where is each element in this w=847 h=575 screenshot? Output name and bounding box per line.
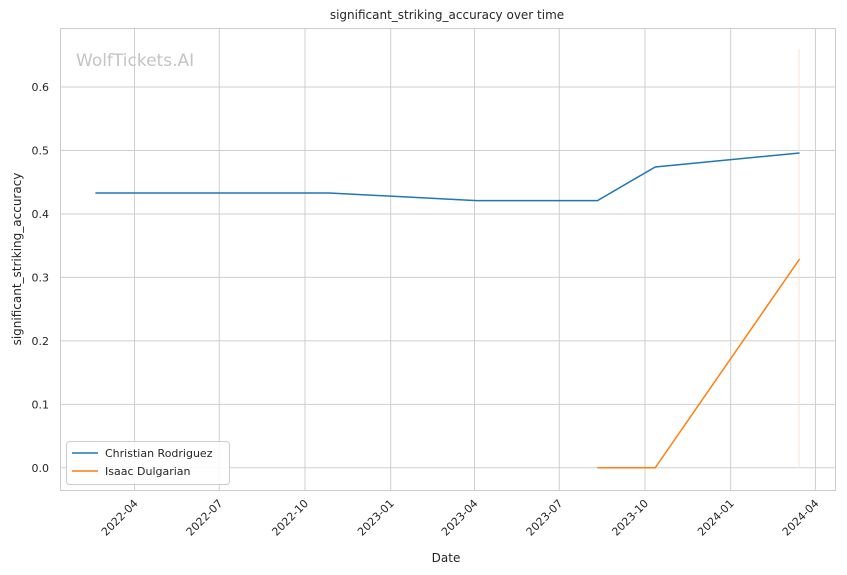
x-axis-label: Date	[432, 551, 461, 565]
x-tick-label: 2023-04	[439, 497, 481, 539]
watermark: WolfTickets.AI	[76, 51, 194, 71]
legend: Christian Rodriguez Isaac Dulgarian	[66, 441, 230, 485]
y-axis-label: significant_striking_accuracy	[10, 173, 24, 346]
x-tick-label: 2022-07	[184, 497, 226, 539]
y-tick-label: 0.3	[32, 271, 50, 284]
x-tick-label: 2023-07	[524, 497, 566, 539]
chart-title: significant_striking_accuracy over time	[330, 8, 564, 22]
y-tick-label: 0.6	[32, 81, 50, 94]
legend-label: Christian Rodriguez	[105, 447, 213, 460]
y-tick-label: 0.0	[32, 462, 50, 475]
series-line-1	[597, 258, 801, 469]
y-tick-label: 0.5	[32, 144, 50, 157]
x-tick-label: 2022-04	[99, 497, 141, 539]
x-tick-label: 2024-04	[780, 497, 822, 539]
y-tick-label: 0.4	[32, 208, 50, 221]
plot-frame	[60, 28, 836, 491]
y-tick-label: 0.2	[32, 335, 50, 348]
x-tick-label: 2023-10	[609, 497, 651, 539]
x-tick-label: 2022-10	[269, 497, 311, 539]
legend-label: Isaac Dulgarian	[105, 465, 191, 478]
series-line-0	[95, 152, 800, 202]
x-tick-label: 2023-01	[355, 497, 397, 539]
y-tick-label: 0.1	[32, 398, 50, 411]
x-tick-label: 2024-01	[695, 497, 737, 539]
